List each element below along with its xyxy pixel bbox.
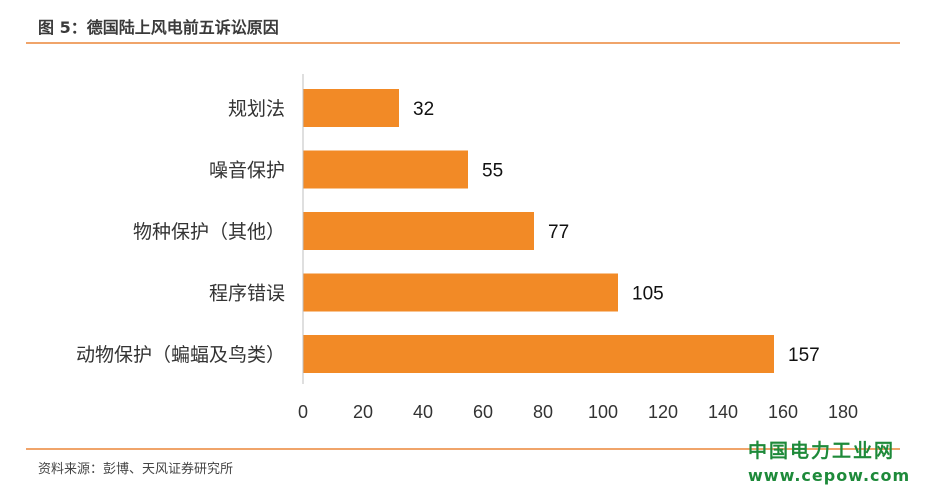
bar-3 <box>303 212 534 250</box>
source-note: 资料来源：彭博、天风证券研究所 <box>38 462 234 477</box>
x-tick-label-40: 40 <box>413 402 433 422</box>
category-label-5: 动物保护（蝙蝠及鸟类） <box>76 344 285 366</box>
x-tick-label-180: 180 <box>828 402 858 422</box>
x-tick-label-80: 80 <box>533 402 553 422</box>
bars-layer <box>303 89 774 373</box>
category-label-1: 规划法 <box>228 98 285 120</box>
bar-4 <box>303 273 618 312</box>
bar-5 <box>303 335 774 373</box>
x-tick-label-0: 0 <box>298 402 308 422</box>
bar-2 <box>303 150 468 189</box>
data-label-4: 105 <box>632 284 664 305</box>
x-tick-label-100: 100 <box>588 402 618 422</box>
data-label-5: 157 <box>788 345 820 366</box>
data-label-1: 32 <box>413 99 434 120</box>
category-label-4: 程序错误 <box>209 283 285 305</box>
watermark-site-name: 中国电力工业网 <box>748 440 896 462</box>
x-tick-label-60: 60 <box>473 402 493 422</box>
x-tick-label-120: 120 <box>648 402 678 422</box>
data-label-2: 55 <box>482 161 503 182</box>
x-tick-label-160: 160 <box>768 402 798 422</box>
bar-1 <box>303 89 399 127</box>
footer-rule <box>26 448 900 450</box>
category-label-3: 物种保护（其他） <box>133 221 285 243</box>
data-label-3: 77 <box>548 222 569 243</box>
figure-title: 图 5：德国陆上风电前五诉讼原因 <box>38 18 279 37</box>
watermark-site-url: www.cepow.com <box>748 466 911 485</box>
header-rule <box>26 42 900 44</box>
x-tick-label-20: 20 <box>353 402 373 422</box>
category-label-2: 噪音保护 <box>209 160 285 182</box>
x-tick-label-140: 140 <box>708 402 738 422</box>
